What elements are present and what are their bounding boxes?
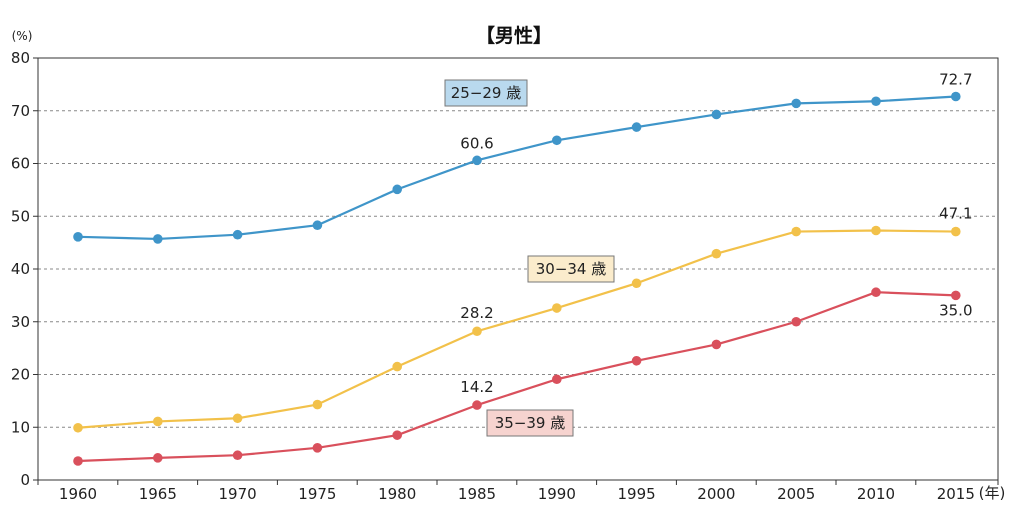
data-point [312, 443, 323, 453]
data-labels: 60.6 72.7 28.2 47.1 14.2 35.0 [460, 71, 972, 397]
data-label: 28.2 [460, 304, 493, 322]
series-name-box [444, 79, 528, 107]
series-name-label: 35−39 歳 [495, 414, 566, 432]
data-label: 14.2 [460, 378, 493, 396]
data-point [631, 355, 642, 366]
data-point [791, 98, 801, 109]
x-tick-label: 2000 [697, 485, 735, 503]
y-axis-ticks: 0 10 20 30 40 50 60 70 80 [11, 49, 38, 489]
series-line-0 [77, 95, 956, 241]
x-tick-label: 1965 [139, 485, 177, 503]
series-layer [73, 91, 961, 466]
x-axis-ticks: 1960 1965 1970 1975 1980 1985 1990 1995 2000 2005… [37, 480, 999, 503]
data-point [631, 122, 642, 132]
data-point [951, 290, 961, 301]
data-point [392, 184, 403, 195]
y-tick-label: 80 [11, 49, 30, 67]
y-tick-label: 10 [11, 418, 30, 436]
data-point [951, 226, 961, 237]
x-axis-unit: (年) [979, 484, 1006, 502]
data-point [791, 226, 801, 237]
data-point [312, 220, 323, 231]
y-tick-label: 30 [11, 313, 30, 331]
x-tick-label: 1960 [59, 485, 97, 503]
data-point [552, 135, 562, 146]
data-point [951, 91, 961, 102]
data-point [871, 225, 881, 236]
y-tick-label: 50 [11, 207, 30, 225]
series-name-boxes: 25−29 歳 30−34 歳 35−39 歳 [444, 79, 615, 437]
series-name-label: 30−34 歳 [536, 260, 607, 278]
data-point [871, 96, 881, 107]
data-point [791, 316, 801, 327]
x-tick-label: 2015 [937, 485, 975, 503]
data-point [552, 374, 562, 385]
y-tick-label: 60 [11, 155, 30, 173]
y-axis-unit: (%) [12, 29, 33, 43]
series-line-2 [77, 291, 956, 463]
x-tick-label: 1975 [298, 485, 336, 503]
x-tick-label: 1985 [458, 485, 496, 503]
data-point [392, 430, 403, 440]
x-tick-label: 1970 [219, 485, 257, 503]
y-tick-label: 0 [20, 471, 30, 489]
x-tick-label: 1980 [378, 485, 416, 503]
data-point [232, 229, 243, 240]
x-tick-label: 2010 [857, 485, 895, 503]
data-point [232, 450, 243, 461]
data-label: 35.0 [939, 301, 972, 319]
data-point [472, 155, 482, 166]
x-tick-label: 1995 [618, 485, 656, 503]
y-tick-label: 40 [11, 260, 30, 278]
data-point [312, 399, 323, 410]
data-point [552, 303, 562, 313]
series-name-box [527, 255, 615, 283]
data-point [711, 248, 722, 259]
data-point [472, 400, 482, 410]
grid-lines [38, 110, 998, 428]
data-point [73, 232, 83, 242]
data-point [711, 339, 722, 350]
x-tick-label: 1990 [538, 485, 576, 503]
data-label: 60.6 [460, 134, 493, 152]
y-tick-label: 20 [11, 366, 30, 384]
data-point [871, 287, 881, 298]
data-point [711, 109, 722, 120]
data-point [153, 453, 163, 463]
data-label: 72.7 [939, 71, 972, 89]
series-name-label: 25−29 歳 [451, 84, 522, 102]
x-tick-label: 2005 [777, 485, 815, 503]
data-point [392, 361, 403, 372]
data-label: 47.1 [939, 205, 972, 223]
data-point [232, 413, 243, 424]
data-point [73, 422, 83, 433]
data-point [153, 234, 163, 244]
data-point [73, 456, 83, 466]
data-point [631, 278, 642, 289]
series-name-box [486, 409, 574, 437]
data-point [472, 326, 482, 337]
chart-title: 【男性】 [476, 24, 552, 47]
series-line-1 [77, 229, 956, 429]
data-point [153, 416, 163, 427]
y-tick-label: 70 [11, 102, 30, 120]
